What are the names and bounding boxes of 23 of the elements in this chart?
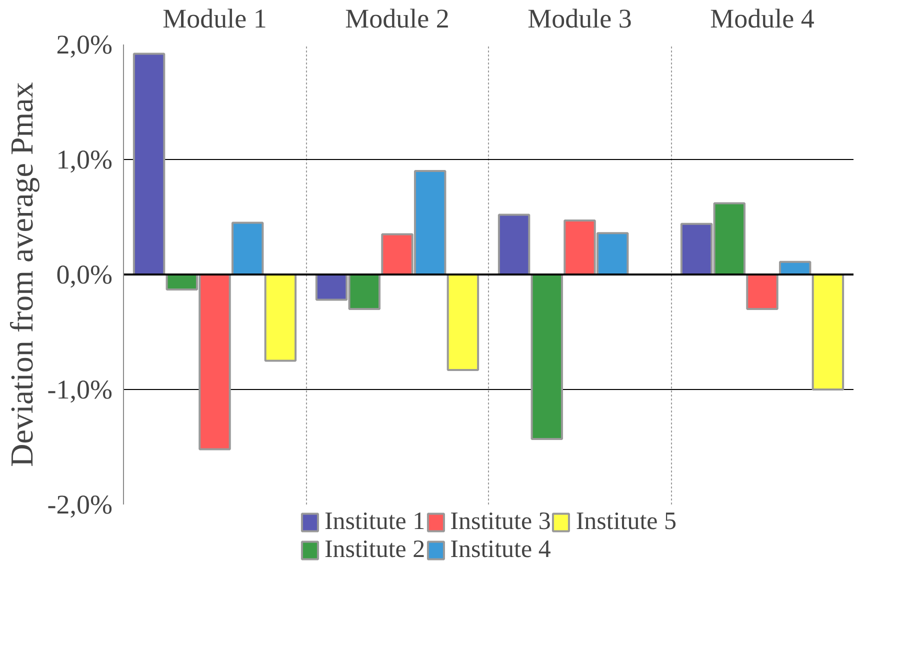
x-tick-label: Module 1 [162,4,267,34]
bar [746,274,778,310]
y-axis-title: Deviation from average Pmax [3,82,40,467]
bar [264,274,297,362]
legend-label: Institute 2 [324,536,426,564]
x-tick-label: Module 3 [528,4,632,34]
legend-label: Institute 4 [450,536,551,564]
bar [446,274,480,371]
legend-label: Institute 5 [576,508,677,536]
y-tick-label: -1,0% [47,374,112,404]
legend-label: Institute 1 [324,508,426,536]
y-tick-label: 1,0% [56,144,113,174]
bar [132,52,166,276]
legend-label: Institute 3 [450,508,551,536]
y-tick-label: -2,0% [47,490,112,520]
bar [498,214,530,276]
bar [812,274,844,390]
y-tick-label: 2,0% [56,30,113,60]
y-tick-label: 0,0% [56,260,113,290]
x-tick-label: Module 2 [345,4,450,34]
bar [231,222,264,276]
x-tick-label: Module 4 [710,4,815,34]
bar [530,274,564,440]
